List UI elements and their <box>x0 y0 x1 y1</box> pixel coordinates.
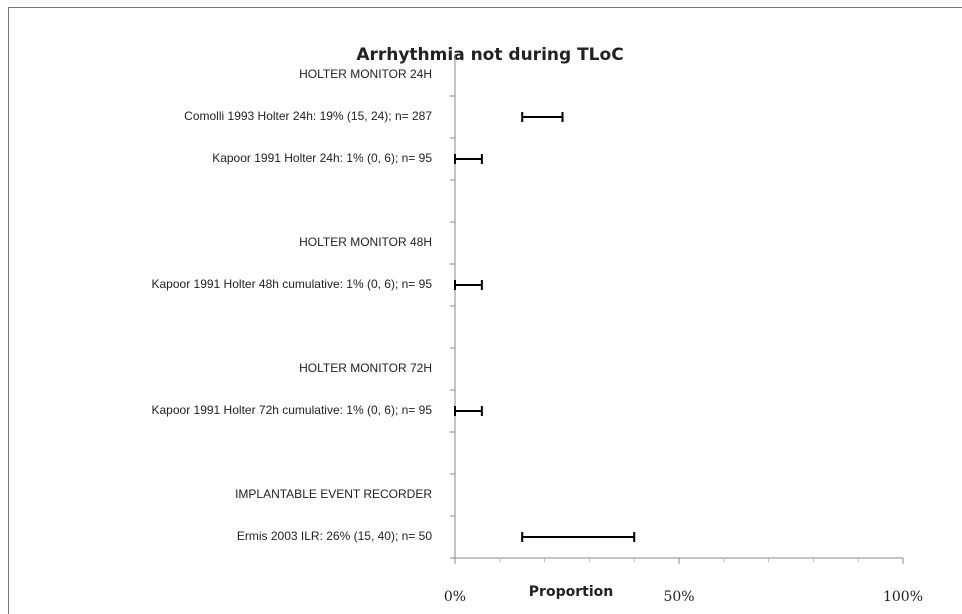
row-label: Kapoor 1991 Holter 24h: 1% (0, 6); n= 95 <box>212 151 432 165</box>
x-tick-label: 50% <box>663 589 694 605</box>
x-tick-label: 100% <box>883 589 923 605</box>
x-axis-label: Proportion <box>529 584 613 600</box>
row-label: HOLTER MONITOR 48H <box>299 235 432 249</box>
row-label: HOLTER MONITOR 24H <box>299 67 432 81</box>
x-tick-label: 0% <box>444 589 466 605</box>
row-label: HOLTER MONITOR 72H <box>299 361 432 375</box>
row-label: Kapoor 1991 Holter 48h cumulative: 1% (0… <box>152 277 433 291</box>
row-label: Ermis 2003 ILR: 26% (15, 40); n= 50 <box>237 529 432 543</box>
row-label: IMPLANTABLE EVENT RECORDER <box>235 487 432 501</box>
frame <box>8 7 962 614</box>
row-label: Comolli 1993 Holter 24h: 19% (15, 24); n… <box>184 109 432 123</box>
row-label: Kapoor 1991 Holter 72h cumulative: 1% (0… <box>152 403 433 417</box>
chart-title: Arrhythmia not during TLoC <box>356 45 623 65</box>
